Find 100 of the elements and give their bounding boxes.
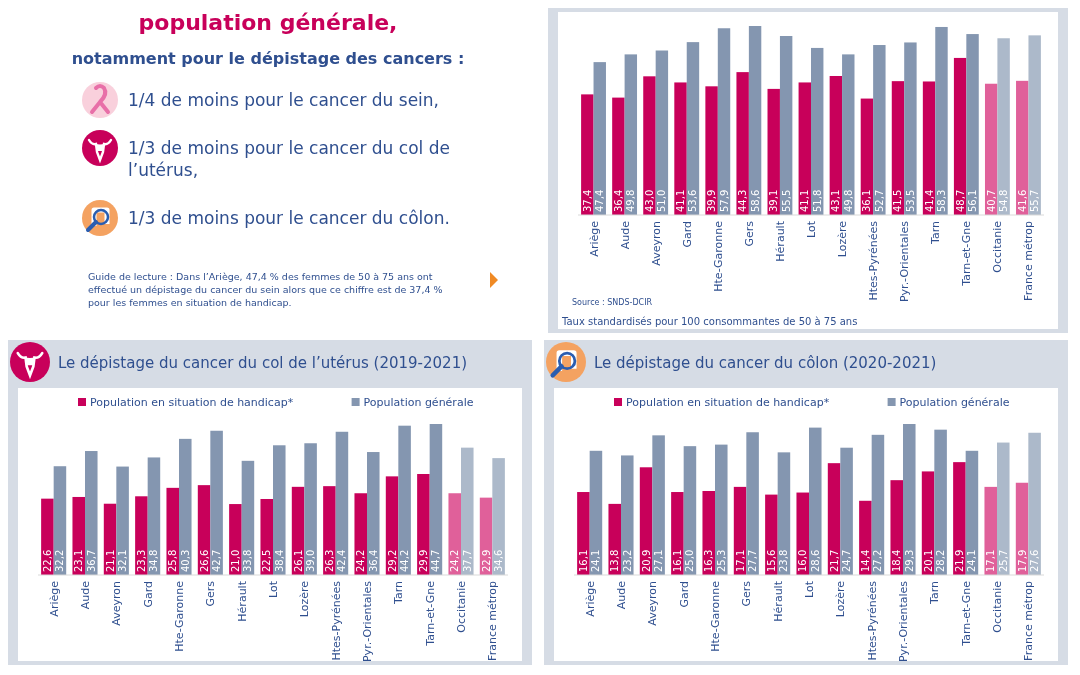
data-label: 16,0: [797, 549, 809, 572]
chart-title: Le dépistage du cancer du col de l’utérus (2019-2021): [58, 354, 468, 372]
data-label: 16,1: [671, 549, 683, 572]
data-label: 22,5: [261, 549, 273, 572]
x-tick-label: Gers: [204, 580, 218, 607]
bar: [842, 54, 855, 215]
data-label: 21,1: [104, 549, 116, 572]
data-label: 49,8: [842, 189, 854, 212]
data-label: 53,6: [687, 189, 699, 212]
x-tick-label: France métrop: [1022, 580, 1036, 661]
bar: [85, 451, 98, 575]
x-tick-label: Lot: [267, 580, 280, 598]
bar: [984, 486, 997, 575]
data-label: 23,2: [621, 549, 633, 572]
legend-label: Population générale: [899, 396, 1010, 409]
data-label: 51,0: [656, 189, 668, 212]
data-label: 27,6: [1029, 549, 1041, 572]
x-tick-label: Aude: [615, 580, 628, 610]
data-label: 16,1: [577, 549, 589, 572]
data-label: 15,6: [765, 549, 777, 572]
data-label: 20,9: [640, 549, 652, 572]
data-label: 17,1: [734, 549, 746, 572]
bar: [798, 82, 811, 215]
bar: [179, 438, 192, 575]
data-label: 58,6: [749, 189, 761, 212]
data-label: 42,4: [336, 549, 348, 572]
x-tick-label: Tarn-et-Gne: [959, 580, 973, 647]
text: 1/3 de moins pour le cancer du côlon.: [128, 208, 450, 228]
source-note: Source : SNDS-DCIR: [572, 298, 653, 307]
x-tick-label: Aveyron: [110, 580, 124, 626]
data-label: 44,2: [399, 549, 411, 572]
bar: [859, 500, 872, 575]
data-label: 24,2: [449, 549, 461, 572]
bar: [871, 434, 885, 575]
data-label: 26,6: [198, 549, 210, 572]
data-label: 28,2: [935, 549, 947, 572]
data-label: 55,5: [780, 189, 792, 212]
x-tick-label: Hérault: [235, 580, 249, 622]
bar: [965, 450, 979, 575]
bar: [1028, 35, 1041, 215]
bar: [1028, 432, 1041, 575]
bar: [671, 492, 684, 575]
bar: [796, 492, 809, 575]
bar: [1016, 80, 1029, 215]
data-label: 16,3: [703, 549, 715, 572]
data-label: 41,1: [675, 189, 687, 212]
x-tick-label: Gers: [740, 580, 754, 607]
bar: [953, 462, 966, 575]
data-label: 40,3: [179, 549, 191, 572]
x-tick-label: Lot: [805, 220, 818, 238]
data-label: 34,8: [148, 549, 160, 572]
data-label: 24,1: [590, 549, 602, 572]
bar: [260, 498, 273, 575]
data-label: 53,5: [904, 189, 916, 212]
x-tick-label: Tarn: [929, 220, 943, 245]
data-label: 32,1: [117, 549, 129, 572]
bar: [229, 504, 242, 575]
data-label: 36,1: [861, 189, 873, 212]
bar: [448, 493, 461, 575]
x-tick-label: Pyr.-Orientales: [361, 580, 374, 663]
x-tick-label: Ariège: [583, 580, 597, 617]
data-label: 23,3: [135, 549, 147, 572]
data-label: 24,7: [841, 549, 853, 572]
data-label: 36,4: [367, 549, 379, 572]
bar: [652, 435, 665, 575]
x-tick-label: Aveyron: [646, 580, 660, 626]
data-label: 57,9: [718, 189, 730, 212]
x-tick-label: Tarn-et-Gne: [423, 580, 437, 647]
text: Taux standardisés pour 100 consommantes de 50 à 75 ans: [561, 316, 858, 327]
x-tick-label: Occitanie: [455, 580, 468, 633]
bar: [702, 491, 715, 575]
x-tick-label: Hte-Garonne: [709, 580, 722, 652]
x-tick-label: Tarn: [928, 580, 942, 605]
bar: [643, 76, 656, 215]
data-label: 56,1: [967, 189, 979, 212]
x-tick-label: Lozère: [834, 580, 848, 618]
bar: [335, 431, 349, 575]
data-label: 54,8: [998, 189, 1010, 212]
data-label: 29,9: [417, 549, 429, 572]
bar: [746, 432, 759, 575]
data-label: 13,8: [609, 549, 621, 572]
data-label: 23,1: [73, 549, 85, 572]
x-tick-label: Gard: [677, 581, 691, 608]
bar: [116, 466, 129, 575]
data-label: 39,9: [706, 189, 718, 212]
data-label: 33,8: [242, 549, 254, 572]
data-label: 20,1: [922, 549, 934, 572]
x-tick-label: Tarn-et-Gne: [960, 220, 974, 287]
x-tick-label: Occitanie: [991, 220, 1005, 273]
x-tick-label: Htes-Pyrénées: [867, 220, 881, 301]
data-label: 37,7: [461, 549, 473, 572]
text: 1/3 de moins pour le cancer du col de l’utérus,: [128, 138, 450, 180]
text: notamment pour le dépistage des cancers :: [71, 49, 465, 68]
data-label: 24,1: [966, 549, 978, 572]
data-label: 49,8: [625, 189, 637, 212]
data-label: 51,8: [811, 189, 823, 212]
bar: [966, 34, 979, 215]
bar: [904, 42, 917, 215]
data-label: 18,4: [891, 549, 903, 572]
x-tick-label: Htes-Pyrénées: [329, 580, 343, 661]
